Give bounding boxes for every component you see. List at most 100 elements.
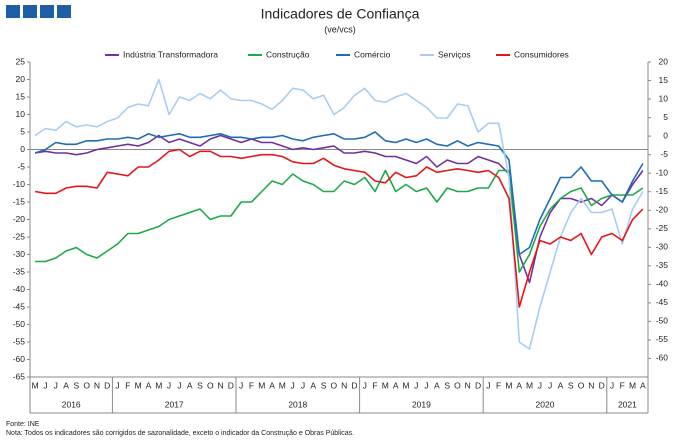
year-label: 2017	[165, 399, 184, 409]
x-tick-label: J	[239, 380, 243, 390]
y-tick-label: -10	[13, 179, 26, 189]
y2-tick-label: 10	[659, 93, 669, 103]
x-tick-label: J	[115, 380, 119, 390]
x-tick-label: A	[558, 380, 564, 390]
x-tick-label: J	[291, 380, 295, 390]
x-tick-label: S	[321, 380, 327, 390]
x-tick-label: M	[258, 380, 265, 390]
chart-subtitle: (ve/vcs)	[324, 24, 356, 34]
y-tick-label: -15	[13, 196, 26, 206]
legend-label: Indústria Transformadora	[123, 49, 218, 59]
y2-tick-label: -40	[656, 279, 669, 289]
x-tick-label: O	[331, 380, 338, 390]
y2-tick-label: -5	[660, 149, 668, 159]
x-tick-label: J	[610, 380, 614, 390]
x-tick-label: O	[83, 380, 90, 390]
x-tick-label: N	[341, 380, 347, 390]
series-line	[35, 169, 644, 273]
x-tick-label: J	[486, 380, 490, 390]
x-tick-label: A	[516, 380, 522, 390]
x-tick-label: S	[74, 380, 80, 390]
x-tick-label: A	[187, 380, 193, 390]
x-tick-label: O	[454, 380, 461, 390]
series-line	[34, 131, 644, 256]
x-tick-label: J	[548, 380, 552, 390]
x-tick-label: N	[94, 380, 100, 390]
y-tick-label: 20	[16, 74, 26, 84]
y2-tick-label: 20	[659, 56, 669, 66]
y-tick-label: -65	[13, 371, 26, 381]
x-tick-label: J	[167, 380, 171, 390]
y-tick-label: 5	[20, 126, 25, 136]
year-label: 2020	[536, 399, 555, 409]
y2-tick-label: -15	[656, 186, 669, 196]
y-tick-label: 15	[16, 91, 26, 101]
y-tick-label: -20	[13, 214, 26, 224]
x-tick-label: S	[568, 380, 574, 390]
logo-block	[40, 5, 54, 18]
x-tick-label: F	[496, 380, 501, 390]
y-tick-label: 25	[16, 56, 26, 66]
y-tick-label: -30	[13, 249, 26, 259]
logo-block	[23, 5, 37, 18]
x-tick-label: D	[599, 380, 605, 390]
logo-block	[6, 5, 20, 18]
x-tick-label: M	[135, 380, 142, 390]
x-tick-label: J	[414, 380, 418, 390]
x-tick-label: S	[197, 380, 203, 390]
x-tick-label: F	[249, 380, 254, 390]
year-label: 2018	[288, 399, 307, 409]
x-tick-label: J	[54, 380, 58, 390]
legend-label: Serviços	[438, 49, 471, 59]
x-tick-label: M	[629, 380, 636, 390]
x-tick-label: O	[578, 380, 585, 390]
y-tick-label: -60	[13, 354, 26, 364]
y-tick-label: 10	[16, 109, 26, 119]
x-tick-label: S	[444, 380, 450, 390]
chart-title: Indicadores de Confiança	[261, 6, 420, 22]
y-tick-label: -40	[13, 284, 26, 294]
y-tick-label: 0	[20, 144, 25, 154]
legend-label: Consumidores	[514, 49, 569, 59]
year-label: 2021	[618, 399, 637, 409]
x-tick-label: F	[372, 380, 377, 390]
y-tick-label: -35	[13, 266, 26, 276]
series-line	[34, 78, 644, 350]
x-tick-label: D	[475, 380, 481, 390]
y-tick-label: -50	[13, 319, 26, 329]
x-tick-label: O	[207, 380, 214, 390]
x-tick-label: D	[351, 380, 357, 390]
x-tick-label: F	[125, 380, 130, 390]
x-tick-label: J	[538, 380, 542, 390]
y-tick-label: -5	[17, 161, 25, 171]
x-tick-label: M	[155, 380, 162, 390]
y2-tick-label: 5	[663, 112, 668, 122]
year-label: 2016	[62, 399, 81, 409]
x-tick-label: D	[228, 380, 234, 390]
x-tick-label: A	[269, 380, 275, 390]
x-tick-label: M	[402, 380, 409, 390]
x-tick-label: J	[43, 380, 47, 390]
x-tick-label: M	[382, 380, 389, 390]
y2-tick-label: -25	[656, 223, 669, 233]
y2-tick-label: -10	[656, 167, 669, 177]
y2-tick-label: -50	[656, 316, 669, 326]
y2-tick-label: -35	[656, 260, 669, 270]
x-tick-label: M	[279, 380, 286, 390]
y2-tick-label: -30	[656, 242, 669, 252]
x-tick-label: M	[505, 380, 512, 390]
y2-tick-label: -55	[656, 334, 669, 344]
x-tick-label: M	[32, 380, 39, 390]
y-tick-label: -25	[13, 231, 26, 241]
y2-tick-label: -60	[656, 353, 669, 363]
x-tick-label: A	[310, 380, 316, 390]
x-tick-label: N	[217, 380, 223, 390]
x-tick-label: A	[434, 380, 440, 390]
series-line	[34, 134, 644, 284]
legend-label: Construção	[266, 49, 310, 59]
x-tick-label: J	[301, 380, 305, 390]
x-tick-label: J	[363, 380, 367, 390]
x-tick-label: J	[424, 380, 428, 390]
y-tick-label: -45	[13, 301, 26, 311]
